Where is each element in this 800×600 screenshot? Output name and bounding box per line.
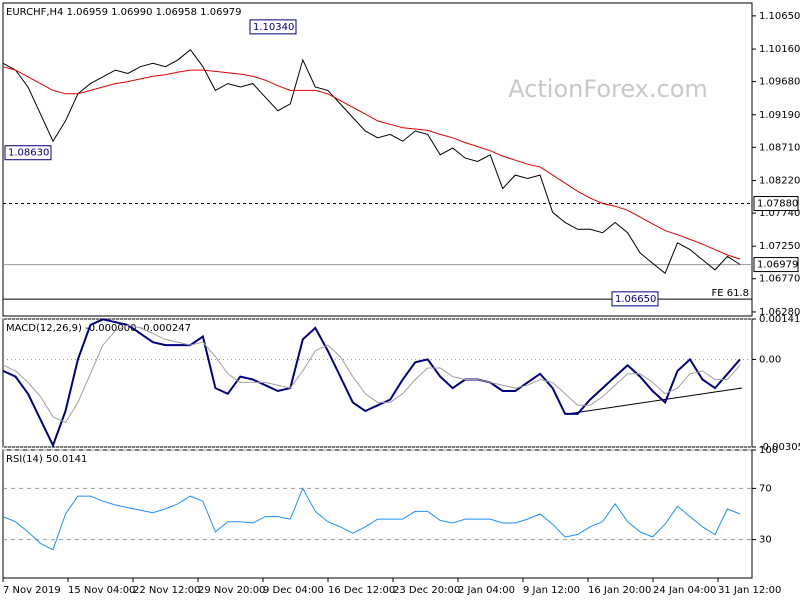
- x-tick-label: 16 Jan 20:00: [588, 585, 651, 596]
- level-label: FE 61.8: [711, 288, 749, 299]
- y-tick-label: 1.07250: [759, 241, 800, 252]
- panel: [2, 449, 753, 579]
- x-tick-label: 22 Nov 12:00: [133, 585, 200, 596]
- level-label: 1.06979: [757, 260, 798, 271]
- series-line: [2, 324, 741, 424]
- x-tick-label: 15 Nov 04:00: [68, 585, 135, 596]
- x-tick-label: 29 Nov 20:00: [198, 585, 265, 596]
- y-tick-label: 30: [759, 535, 772, 546]
- level-box: [753, 257, 799, 273]
- watermark: ActionForex.com: [508, 75, 708, 103]
- macd-trendline: [566, 387, 743, 415]
- y-tick-label: 0.00: [759, 354, 781, 365]
- x-tick-label: 2 Jan 04:00: [458, 585, 515, 596]
- series-line: [2, 318, 741, 448]
- x-tick-label: 16 Dec 12:00: [328, 585, 395, 596]
- y-tick-label: 1.09680: [759, 77, 800, 88]
- level-box: [753, 196, 799, 212]
- y-tick-label: 1.06770: [759, 274, 800, 285]
- y-tick-label: 1.08710: [759, 142, 800, 153]
- x-tick-label: 23 Dec 20:00: [393, 585, 460, 596]
- y-tick-label: 1.10650: [759, 11, 800, 22]
- y-tick-label: -0.003055: [759, 442, 800, 453]
- y-tick-label: 0.001411: [759, 314, 800, 325]
- panel-title: EURCHF,H4 1.06959 1.06990 1.06958 1.0697…: [6, 7, 242, 18]
- y-tick-label: 70: [759, 483, 772, 494]
- annotation-box: [249, 19, 297, 35]
- x-tick-label: 31 Jan 12:00: [718, 585, 781, 596]
- y-tick-label: 1.10160: [759, 44, 800, 55]
- x-tick-label: 7 Nov 2019: [3, 585, 61, 596]
- x-tick-label: 24 Jan 04:00: [653, 585, 716, 596]
- series-line: [2, 66, 741, 260]
- x-tick-label: 9 Dec 04:00: [263, 585, 324, 596]
- series-line: [2, 487, 741, 551]
- annotation-box: [4, 145, 52, 161]
- y-tick-label: 1.08220: [759, 176, 800, 187]
- y-tick-label: 1.09190: [759, 110, 800, 121]
- y-tick-label: 1.07740: [759, 208, 800, 219]
- annotation-box: [611, 291, 659, 307]
- annotation: 1.10340: [253, 22, 294, 33]
- panel: [2, 2, 753, 317]
- series-line: [2, 48, 741, 275]
- annotation: 1.06650: [615, 294, 656, 305]
- x-tick-label: 9 Jan 12:00: [523, 585, 580, 596]
- panel: [2, 318, 753, 448]
- y-tick-label: 100: [759, 445, 778, 456]
- panel-title: RSI(14) 50.0141: [6, 454, 87, 465]
- annotation: 1.08630: [8, 148, 49, 159]
- panel-title: MACD(12,26,9) -0.000000 -0.000247: [6, 323, 191, 334]
- y-tick-label: 1.06280: [759, 307, 800, 318]
- level-label: 1.07880: [757, 199, 798, 210]
